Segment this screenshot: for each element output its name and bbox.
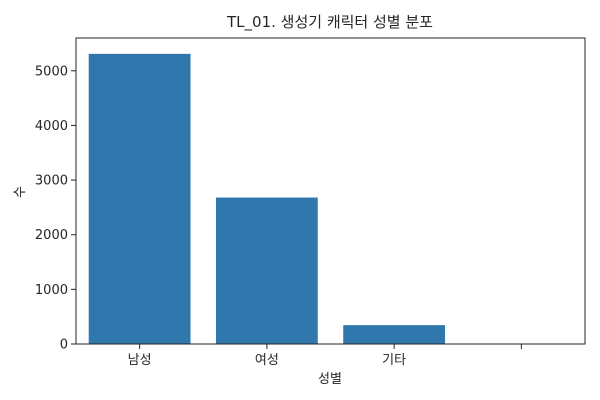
bar-1 [88,53,191,344]
x-tick-label-3: 기타 [382,353,406,368]
x-tick-label-1: 남성 [128,353,152,368]
plot-frame [75,37,586,345]
y-tick-label-4: 3000 [35,174,68,189]
x-tick-label-2: 여성 [255,353,279,368]
y-tick-label-5: 4000 [35,119,68,134]
y-tick-label-2: 1000 [35,283,68,298]
y-tick-label-1: 0 [60,338,68,353]
plot-area: 남성 여성 기타 0 1000 2000 3000 4000 5000 [35,37,586,368]
y-tick-label-6: 5000 [35,64,68,79]
x-axis-label: 성별 [318,372,342,387]
bar-3 [343,325,446,344]
y-tick-label-3: 2000 [35,228,68,243]
bar-2 [215,197,318,344]
chart-title: TL_01. 생성기 캐릭터 성별 분포 [226,13,433,32]
y-axis-label: 수 [13,186,28,198]
